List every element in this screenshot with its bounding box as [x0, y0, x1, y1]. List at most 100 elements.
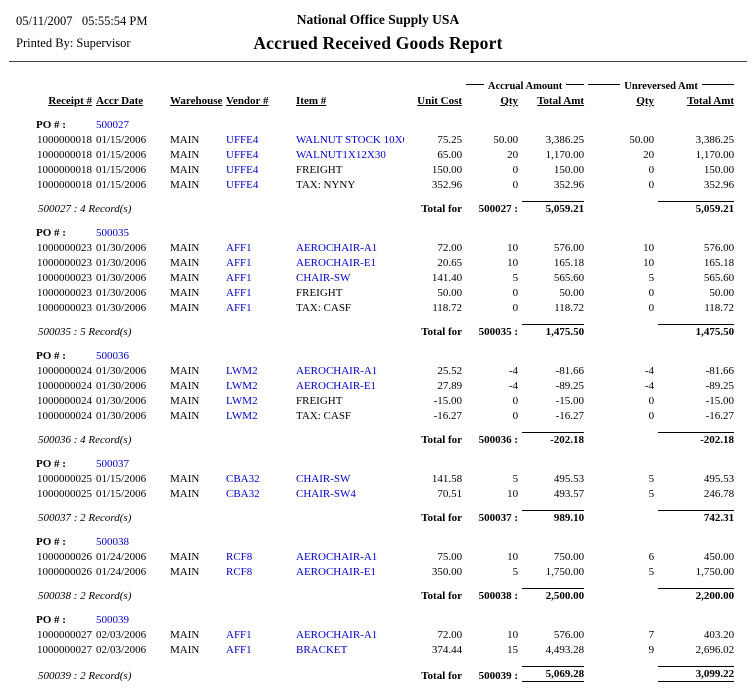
item-cell: BRACKET: [294, 642, 404, 657]
item-link[interactable]: AEROCHAIR-A1: [296, 551, 378, 563]
receipt-row: 1000000025 01/15/2006 MAIN CBA32 CHAIR-SW4 70…: [8, 486, 736, 501]
unrev-qty-cell: 0: [648, 179, 655, 191]
po-number-link[interactable]: 500036: [96, 350, 129, 362]
receipt-row: 1000000018 01/15/2006 MAIN UFFE4 WALNUT STOC…: [8, 132, 736, 147]
po-number-link[interactable]: 500027: [96, 119, 129, 131]
accr-date-cell: 02/03/2006: [96, 644, 147, 656]
po-number-link[interactable]: 500037: [96, 458, 129, 470]
accr-date-cell: 01/15/2006: [96, 149, 147, 161]
total-amt-cell: 493.57: [553, 488, 585, 500]
receipt-cell: 1000000027: [37, 644, 92, 656]
unrev-total-amt-cell: 3,386.25: [695, 134, 735, 146]
receipt-cell: 1000000023: [37, 287, 92, 299]
item-cell: AEROCHAIR-A1: [294, 627, 404, 642]
report-title: Accrued Received Goods Report: [253, 33, 503, 53]
item-link[interactable]: AEROCHAIR-E1: [296, 566, 377, 578]
vendor-cell: AFF1: [224, 285, 294, 300]
item-link[interactable]: WALNUT STOCK 10X6!: [296, 134, 404, 146]
warehouse-cell: MAIN: [170, 566, 200, 578]
receipt-cell: 1000000025: [37, 488, 92, 500]
po-number-link[interactable]: 500039: [96, 614, 129, 626]
vendor-cell: UFFE4: [224, 147, 294, 162]
vendor-link[interactable]: UFFE4: [226, 134, 259, 146]
unit-cost-cell: 20.65: [437, 257, 463, 269]
item-link[interactable]: CHAIR-SW: [296, 473, 351, 485]
col-unrev-qty: Qty: [636, 95, 655, 107]
group-total-amt-value: 5,069.28: [522, 666, 585, 682]
vendor-link[interactable]: UFFE4: [226, 149, 259, 161]
receipt-row: 1000000024 01/30/2006 MAIN LWM2 AEROCHAIR-A1…: [8, 363, 736, 378]
receipt-row: 1000000026 01/24/2006 MAIN RCF8 AEROCHAIR-A1…: [8, 549, 736, 564]
group-total-amt: -202.18: [520, 423, 586, 447]
warehouse-cell: MAIN: [170, 302, 200, 314]
vendor-link[interactable]: RCF8: [226, 551, 253, 563]
group-unrev-total-amt-value: 3,099.22: [658, 666, 735, 682]
group-unrev-total-amt-value: 1,475.50: [658, 324, 735, 338]
col-receipt: Receipt #: [48, 95, 92, 107]
vendor-link[interactable]: AFF1: [226, 272, 252, 284]
receipt-row: 1000000023 01/30/2006 MAIN AFF1 AEROCHAIR-A1…: [8, 240, 736, 255]
receipt-row: 1000000024 01/30/2006 MAIN LWM2 TAX: CASF -16…: [8, 408, 736, 423]
accrual-amount-label: Accrual Amount: [487, 81, 563, 92]
qty-cell: 10: [507, 257, 519, 269]
right-dash-line: [566, 84, 585, 85]
vendor-link[interactable]: LWM2: [226, 395, 258, 407]
vendor-link[interactable]: UFFE4: [226, 164, 259, 176]
total-po-number: 500027 :: [478, 203, 519, 215]
vendor-link[interactable]: CBA32: [226, 473, 260, 485]
receipt-cell: 1000000023: [37, 242, 92, 254]
item-link[interactable]: AEROCHAIR-E1: [296, 257, 377, 269]
vendor-link[interactable]: AFF1: [226, 257, 252, 269]
item-link[interactable]: CHAIR-SW4: [296, 488, 356, 500]
item-link[interactable]: AEROCHAIR-E1: [296, 380, 377, 392]
vendor-link[interactable]: RCF8: [226, 566, 253, 578]
item-link[interactable]: CHAIR-SW: [296, 272, 351, 284]
receipt-cell: 1000000024: [37, 365, 92, 377]
vendor-link[interactable]: LWM2: [226, 380, 258, 392]
record-count: 500037 : 2 Record(s): [38, 512, 132, 524]
warehouse-cell: MAIN: [170, 179, 200, 191]
vendor-link[interactable]: AFF1: [226, 287, 252, 299]
po-number-link[interactable]: 500038: [96, 536, 129, 548]
vendor-link[interactable]: AFF1: [226, 644, 252, 656]
po-number-link[interactable]: 500035: [96, 227, 129, 239]
accr-date-cell: 01/30/2006: [96, 287, 147, 299]
accr-date-cell: 01/15/2006: [96, 134, 147, 146]
total-amt-cell: -89.25: [555, 380, 585, 392]
item-link[interactable]: AEROCHAIR-A1: [296, 629, 378, 641]
receipt-cell: 1000000025: [37, 473, 92, 485]
vendor-link[interactable]: AFF1: [226, 242, 252, 254]
record-count: 500036 : 4 Record(s): [38, 434, 132, 446]
vendor-link[interactable]: AFF1: [226, 629, 252, 641]
vendor-link[interactable]: LWM2: [226, 410, 258, 422]
vendor-link[interactable]: UFFE4: [226, 179, 259, 191]
total-amt-cell: 3,386.25: [545, 134, 585, 146]
item-link[interactable]: AEROCHAIR-A1: [296, 365, 378, 377]
warehouse-cell: MAIN: [170, 149, 200, 161]
vendor-link[interactable]: LWM2: [226, 365, 258, 377]
col-accrual-total: Total Amt: [537, 95, 585, 107]
receipt-cell: 1000000018: [37, 164, 92, 176]
item-link[interactable]: BRACKET: [296, 644, 348, 656]
unit-cost-cell: 72.00: [437, 242, 463, 254]
po-number-cell: 500039: [94, 603, 736, 627]
col-warehouse: Warehouse: [170, 95, 223, 107]
unrev-total-amt-cell: 495.53: [703, 473, 735, 485]
warehouse-cell: MAIN: [170, 380, 200, 392]
unrev-total-amt-cell: -16.27: [705, 410, 735, 422]
warehouse-cell: MAIN: [170, 272, 200, 284]
warehouse-cell: MAIN: [170, 410, 200, 422]
po-label: PO # :: [36, 350, 66, 362]
item-link[interactable]: AEROCHAIR-A1: [296, 242, 378, 254]
receipt-row: 1000000023 01/30/2006 MAIN AFF1 FREIGHT 50.00…: [8, 285, 736, 300]
accr-date-cell: 01/30/2006: [96, 380, 147, 392]
item-link[interactable]: WALNUT1X12X30: [296, 149, 386, 161]
receipt-row: 1000000027 02/03/2006 MAIN AFF1 AEROCHAIR-A1…: [8, 627, 736, 642]
vendor-link[interactable]: CBA32: [226, 488, 260, 500]
group-total-amt: 5,069.28: [520, 657, 586, 683]
qty-cell: -4: [508, 380, 519, 392]
qty-cell: 10: [507, 629, 519, 641]
vendor-link[interactable]: AFF1: [226, 302, 252, 314]
unrev-total-amt-cell: 576.00: [703, 242, 735, 254]
receipt-row: 1000000027 02/03/2006 MAIN AFF1 BRACKET 374.4…: [8, 642, 736, 657]
